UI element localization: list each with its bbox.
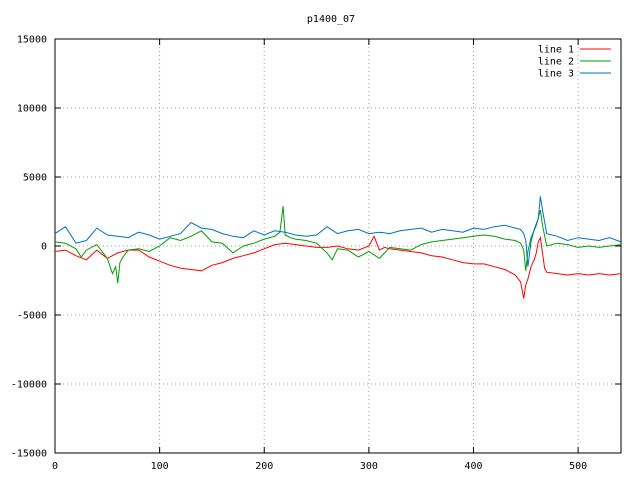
axis-ticks: -15000 -10000 -5000 0 5000 10000 15000 0 100 200 3…: [11, 35, 621, 472]
y-tick-label: 5000: [23, 173, 47, 184]
y-tick-label: -5000: [17, 311, 47, 322]
series-line-3: [54, 196, 622, 267]
y-tick-label: -15000: [11, 449, 47, 460]
y-tick-label: 0: [41, 242, 47, 253]
grid: [55, 39, 621, 453]
x-tick-label: 500: [569, 461, 587, 472]
legend-label: line 1: [538, 45, 574, 56]
x-tick-label: 200: [255, 461, 273, 472]
x-tick-label: 100: [151, 461, 169, 472]
legend-label: line 3: [538, 69, 574, 80]
y-tick-label: -10000: [11, 380, 47, 391]
x-tick-label: 0: [52, 461, 58, 472]
legend-label: line 2: [538, 57, 574, 68]
x-tick-label: 300: [360, 461, 378, 472]
series-group: [54, 196, 622, 299]
chart-title: p1400_07: [307, 14, 355, 25]
series-line-2: [54, 205, 622, 284]
y-tick-label: 15000: [17, 35, 47, 46]
series-line-1: [54, 235, 622, 299]
y-tick-label: 10000: [17, 104, 47, 115]
x-tick-label: 400: [464, 461, 482, 472]
